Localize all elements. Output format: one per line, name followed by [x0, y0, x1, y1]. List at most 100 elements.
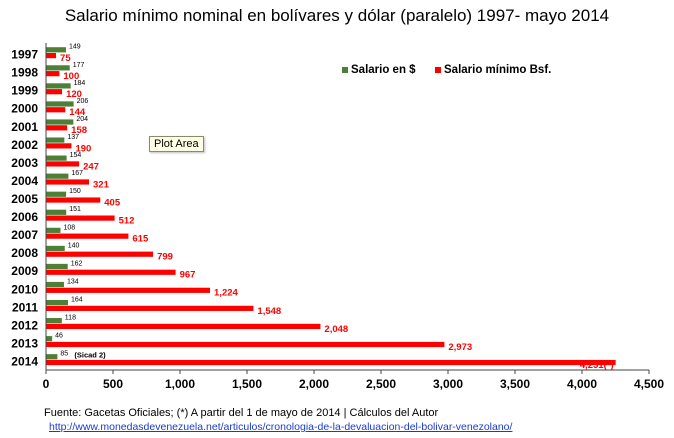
data-label-usd: 162 — [71, 260, 83, 267]
legend-swatch-bsf — [435, 67, 441, 73]
x-tick-label: 500 — [103, 377, 123, 391]
category-label: 2010 — [11, 282, 38, 296]
bar-usd — [46, 119, 74, 125]
bar-usd — [46, 101, 74, 107]
data-label-usd: 134 — [67, 278, 79, 285]
bar-bsf — [46, 89, 63, 95]
bar-usd — [46, 227, 61, 233]
data-label-bsf: 190 — [75, 143, 91, 154]
category-label: 2002 — [11, 138, 38, 152]
data-label-usd: 85 — [60, 351, 68, 358]
x-tick-label: 3,000 — [433, 377, 463, 391]
legend-label-bsf: Salario mínimo Bsf. — [444, 64, 551, 76]
category-label: 2005 — [11, 192, 38, 206]
data-label-bsf: 615 — [132, 234, 149, 245]
category-label: 2001 — [11, 120, 38, 134]
category-label: 2012 — [11, 318, 38, 332]
bar-bsf — [46, 161, 80, 167]
data-label-usd: 150 — [69, 188, 81, 195]
bar-bsf — [46, 359, 616, 366]
data-label-bsf: 321 — [93, 179, 110, 190]
bar-usd — [46, 281, 64, 288]
data-label-usd: 46 — [55, 333, 63, 340]
bar-usd — [46, 318, 62, 324]
data-label-bsf: 512 — [119, 216, 135, 227]
bar-bsf — [46, 251, 154, 257]
category-label: 2009 — [11, 264, 38, 278]
category-label: 1997 — [11, 48, 38, 62]
data-label-usd: 154 — [70, 152, 82, 159]
bar-usd — [46, 83, 71, 89]
plot-area[interactable]: 1997149751998177100199918412020002061442… — [11, 43, 664, 391]
x-tick-label: 1,000 — [165, 377, 195, 391]
category-label: 2006 — [11, 210, 38, 224]
data-label-usd: 177 — [73, 62, 85, 69]
legend: Salario en $ Salario mínimo Bsf. — [342, 64, 551, 76]
data-label-bsf: 967 — [180, 270, 196, 281]
bar-bsf — [46, 71, 60, 77]
data-label-bsf: 1,224 — [214, 288, 238, 299]
chart-title: Salario mínimo nominal en bolívares y dó… — [64, 6, 610, 25]
bar-usd — [46, 263, 68, 270]
category-label: 2011 — [12, 300, 38, 314]
bar-usd — [46, 137, 65, 143]
category-label: 2003 — [11, 156, 38, 170]
data-label-usd: 184 — [74, 80, 86, 87]
bar-bsf — [46, 215, 115, 221]
x-tick-label: 0 — [43, 377, 50, 391]
bar-usd — [46, 155, 67, 161]
data-label-usd: 164 — [71, 296, 83, 303]
bar-usd — [46, 191, 67, 197]
bar-usd — [46, 47, 66, 53]
data-label-bsf: 405 — [104, 197, 121, 208]
bar-bsf — [46, 233, 129, 239]
category-label: 2007 — [11, 228, 38, 242]
source-link[interactable]: http://www.monedasdevenezuela.net/articu… — [49, 421, 513, 433]
legend-swatch-usd — [342, 67, 348, 73]
data-label-usd: 118 — [65, 315, 76, 322]
bar-usd — [46, 354, 58, 360]
data-label-bsf: 2,973 — [448, 342, 472, 353]
plot-area-tooltip: Plot Area — [149, 136, 204, 152]
data-label-bsf: 144 — [69, 107, 86, 118]
legend-label-usd: Salario en $ — [351, 64, 416, 76]
bar-bsf — [46, 53, 57, 59]
bar-usd — [46, 209, 67, 215]
bar-usd — [46, 65, 70, 71]
x-tick-label: 1,500 — [232, 377, 262, 391]
data-label-bsf: 799 — [157, 252, 173, 263]
category-label: 1998 — [11, 66, 38, 80]
bar-bsf — [46, 269, 176, 275]
category-label: 2008 — [11, 246, 38, 260]
bar-usd — [46, 299, 68, 306]
x-tick-label: 2,500 — [366, 377, 396, 391]
data-label-bsf: 120 — [66, 89, 82, 100]
bar-bsf — [46, 287, 211, 293]
category-label: 2000 — [11, 102, 38, 116]
data-label-usd: 140 — [68, 242, 80, 249]
category-label: 1999 — [11, 84, 38, 98]
category-label: 2004 — [11, 174, 38, 188]
data-label-usd: 108 — [63, 224, 75, 231]
bar-bsf — [46, 341, 445, 348]
bar-bsf — [46, 143, 72, 149]
bar-bsf — [46, 107, 66, 113]
data-label-bsf: 4,251(*) — [580, 360, 614, 371]
bar-bsf — [46, 323, 321, 330]
x-tick-label: 2,000 — [299, 377, 329, 391]
data-label-bsf: 1,548 — [257, 306, 281, 317]
bar-bsf — [46, 197, 101, 203]
bar-bsf — [46, 305, 254, 311]
data-label-usd: 149 — [69, 44, 81, 51]
data-label-bsf: 2,048 — [324, 324, 348, 335]
category-label: 2013 — [11, 336, 38, 350]
data-label-usd: 151 — [69, 206, 81, 213]
annotation-sicad: (Sicad 2) — [74, 351, 106, 360]
data-label-usd: 167 — [71, 170, 83, 177]
data-label-usd: 206 — [77, 98, 89, 105]
bar-usd — [46, 173, 69, 179]
bar-bsf — [46, 125, 68, 131]
bar-usd — [46, 336, 53, 342]
bar-bsf — [46, 179, 90, 185]
